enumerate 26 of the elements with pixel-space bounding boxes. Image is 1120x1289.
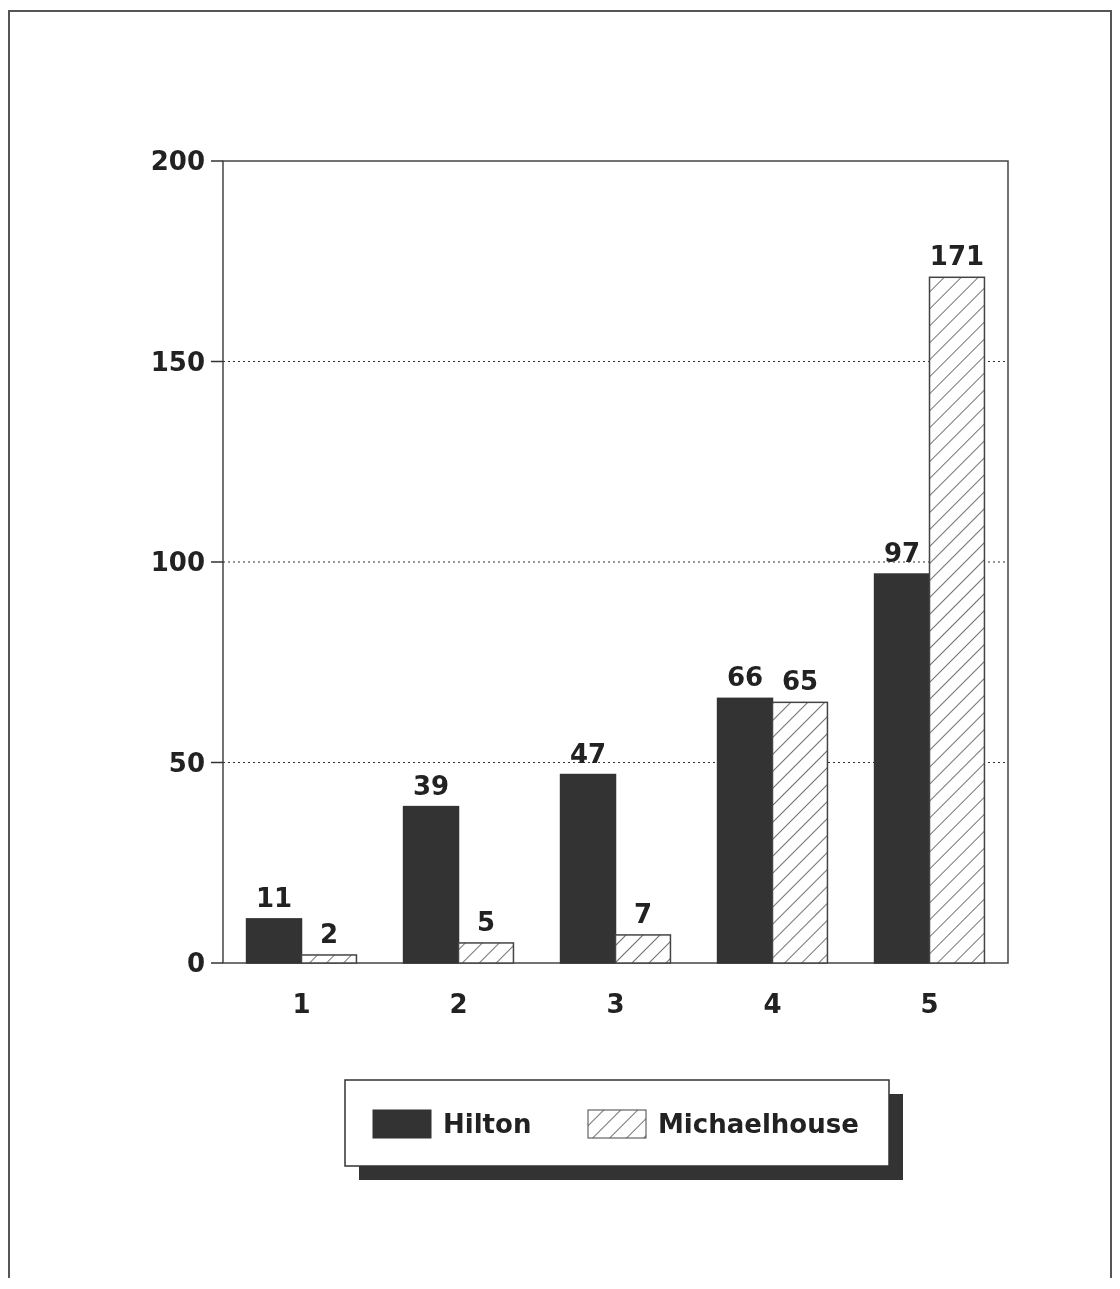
- data-label: 47: [569, 738, 607, 769]
- x-tick-label: 5: [920, 989, 939, 1019]
- bar: [716, 697, 774, 964]
- data-label: 97: [883, 538, 921, 569]
- bar: [559, 773, 617, 964]
- bar: [245, 918, 303, 964]
- data-label: 2: [319, 918, 339, 949]
- x-tick-label: 1: [292, 989, 311, 1019]
- x-tick-label: 2: [449, 989, 468, 1019]
- y-tick-label: 200: [150, 146, 205, 177]
- bar: [402, 805, 460, 964]
- data-label: 39: [412, 770, 450, 801]
- data-label: 11: [255, 882, 293, 913]
- data-label: 65: [781, 666, 819, 697]
- data-label: 171: [929, 241, 985, 272]
- y-tick-label: 0: [186, 948, 205, 979]
- legend-label: Michaelhouse: [658, 1109, 859, 1140]
- y-tick-label: 100: [150, 547, 205, 578]
- y-tick-label: 150: [150, 346, 205, 377]
- data-label: 5: [476, 906, 496, 937]
- data-label: 66: [726, 662, 764, 693]
- data-label: 7: [633, 898, 653, 929]
- x-tick-label: 4: [763, 989, 782, 1019]
- y-tick-label: 50: [168, 747, 205, 778]
- x-tick-label: 3: [606, 989, 625, 1019]
- legend-label: Hilton: [443, 1109, 532, 1140]
